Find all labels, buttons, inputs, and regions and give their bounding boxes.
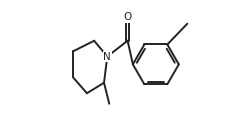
Text: N: N (104, 51, 111, 62)
Text: O: O (124, 12, 132, 22)
